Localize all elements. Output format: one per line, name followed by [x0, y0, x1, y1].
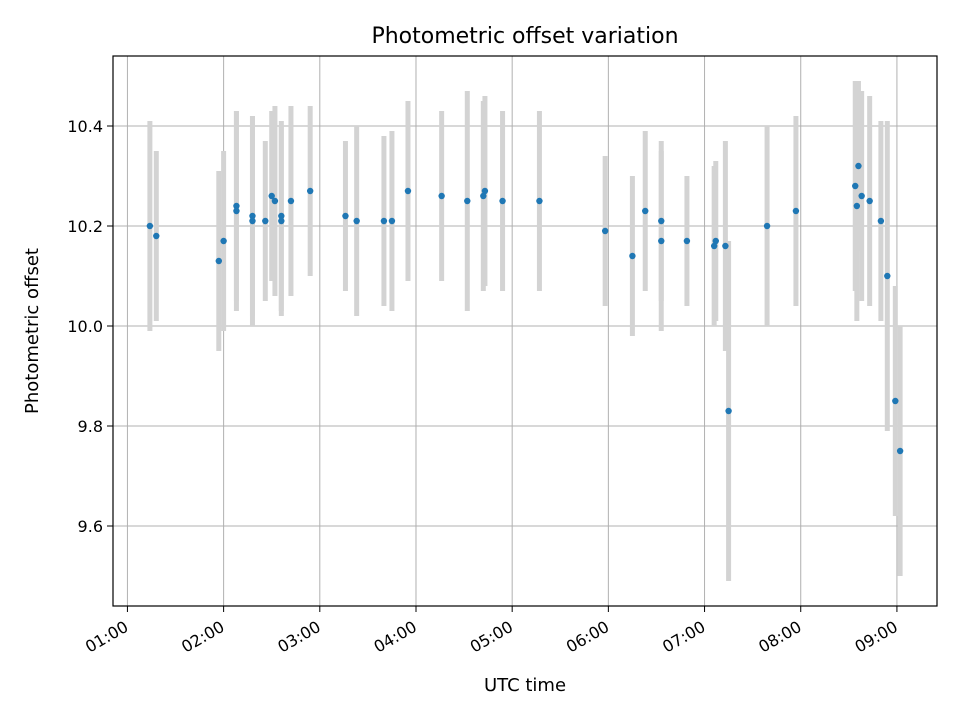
data-point [658, 237, 665, 245]
data-point [306, 187, 314, 195]
plot-frame [112, 55, 938, 607]
data-point [892, 397, 899, 405]
x-axis-label: UTC time [484, 675, 566, 696]
data-point [268, 192, 275, 200]
data-point [710, 242, 718, 250]
data-point [499, 197, 506, 205]
data-point [853, 202, 861, 210]
data-point [855, 162, 862, 170]
data-point [629, 252, 636, 260]
data-point [342, 212, 349, 220]
data-point [601, 227, 609, 235]
data-point [153, 232, 160, 240]
data-point [233, 207, 240, 215]
data-point [287, 197, 295, 205]
data-point [464, 197, 471, 205]
data-point [481, 187, 489, 195]
data-point [877, 217, 885, 225]
chart-title: Photometric offset variation [371, 24, 678, 49]
data-point [884, 272, 891, 280]
data-point [262, 217, 269, 225]
data-point [642, 207, 649, 215]
data-point [271, 197, 279, 205]
data-point [722, 242, 729, 250]
y-tick-label: 9.6 [78, 517, 103, 536]
data-point [896, 447, 904, 455]
data-point [249, 217, 256, 225]
data-point [249, 212, 256, 220]
data-point [536, 197, 543, 205]
y-tick-label: 10.4 [67, 117, 103, 136]
data-point [438, 192, 445, 200]
data-point [658, 217, 665, 225]
data-point [712, 237, 719, 245]
y-tick-label: 10.0 [67, 317, 103, 336]
data-point [763, 222, 771, 230]
data-point [852, 182, 859, 190]
data-point [404, 187, 412, 195]
data-point [683, 237, 691, 245]
data-point [792, 207, 800, 215]
data-point [725, 407, 732, 415]
y-axis-label: Photometric offset [22, 248, 43, 414]
data-point [866, 197, 873, 205]
y-axis-ticks: 9.6 9.8 10.0 10.2 10.4 [67, 117, 113, 536]
y-tick-label: 10.2 [67, 217, 103, 236]
data-point [278, 217, 285, 225]
y-tick-label: 9.8 [78, 417, 103, 436]
data-point [278, 212, 285, 220]
data-point [220, 237, 227, 245]
data-point [480, 192, 487, 200]
data-point [353, 217, 360, 225]
data-point [380, 217, 388, 225]
data-point [146, 222, 154, 230]
data-point [858, 192, 865, 200]
data-point [388, 217, 396, 225]
data-points [146, 162, 904, 455]
data-point [233, 202, 240, 210]
data-point [215, 257, 223, 265]
